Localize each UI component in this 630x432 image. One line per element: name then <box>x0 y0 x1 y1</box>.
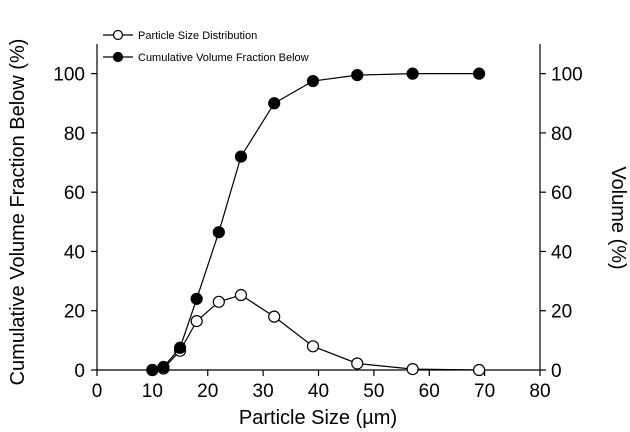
plot-axes <box>96 44 541 371</box>
y-axis-title: Cumulative Volume Fraction Below (%) <box>7 39 29 386</box>
y-tick-label: 100 <box>53 65 85 86</box>
series-line-0 <box>152 294 480 371</box>
filled-point <box>212 226 225 239</box>
open-point <box>234 288 248 302</box>
filled-point <box>351 69 364 82</box>
legend-marker <box>112 29 124 41</box>
legend-marker <box>112 51 124 63</box>
x-axis-title: Particle Size (µm) <box>239 407 397 429</box>
x-tick-label: 50 <box>363 381 384 402</box>
open-point <box>190 315 203 328</box>
legend: Particle Size Distribution Cumulative Vol… <box>103 29 309 64</box>
open-point <box>351 357 364 370</box>
filled-point <box>472 67 486 80</box>
open-point <box>306 340 320 353</box>
y2-tick-label: 40 <box>551 242 572 263</box>
x-tick-label: 20 <box>197 381 218 402</box>
y-tick-label: 20 <box>64 302 85 323</box>
y-tick-label: 0 <box>74 361 85 382</box>
filled-point <box>173 341 187 354</box>
legend-label: Cumulative Volume Fraction Below <box>138 52 309 64</box>
x-tick-label: 40 <box>308 381 329 402</box>
y2-tick-label: 80 <box>551 124 572 145</box>
series-layer <box>146 67 486 377</box>
y2-axis-title: Volume (%) <box>607 166 629 269</box>
open-point <box>472 363 486 377</box>
open-point <box>406 363 419 376</box>
filled-point <box>190 292 203 305</box>
filled-point <box>306 74 320 88</box>
y-axis-ticks: 0 20 40 60 80 100 <box>53 65 97 382</box>
y-tick-label: 60 <box>64 183 85 204</box>
x-tick-label: 70 <box>474 381 495 402</box>
open-point <box>268 310 281 323</box>
y2-axis-ticks: 0 20 40 60 80 100 <box>540 65 583 382</box>
y-tick-label: 40 <box>64 242 85 263</box>
y2-tick-label: 60 <box>551 183 572 204</box>
x-tick-label: 10 <box>142 381 163 402</box>
filled-point <box>406 67 419 80</box>
x-tick-label: 0 <box>92 381 103 402</box>
y2-tick-label: 0 <box>551 361 562 382</box>
open-point <box>212 295 225 308</box>
x-tick-label: 60 <box>419 381 440 402</box>
x-tick-label: 80 <box>529 381 550 402</box>
legend-label: Particle Size Distribution <box>138 30 257 42</box>
x-tick-label: 30 <box>253 381 274 402</box>
y2-tick-label: 100 <box>551 65 583 86</box>
filled-point <box>268 97 281 110</box>
y-tick-label: 80 <box>64 124 85 145</box>
filled-point <box>157 360 170 374</box>
filled-point <box>146 363 159 377</box>
filled-point <box>234 150 248 163</box>
x-axis-ticks: 0 10 20 30 40 50 60 70 80 <box>92 370 551 402</box>
series-line-1 <box>152 73 480 371</box>
y2-tick-label: 20 <box>551 302 572 323</box>
